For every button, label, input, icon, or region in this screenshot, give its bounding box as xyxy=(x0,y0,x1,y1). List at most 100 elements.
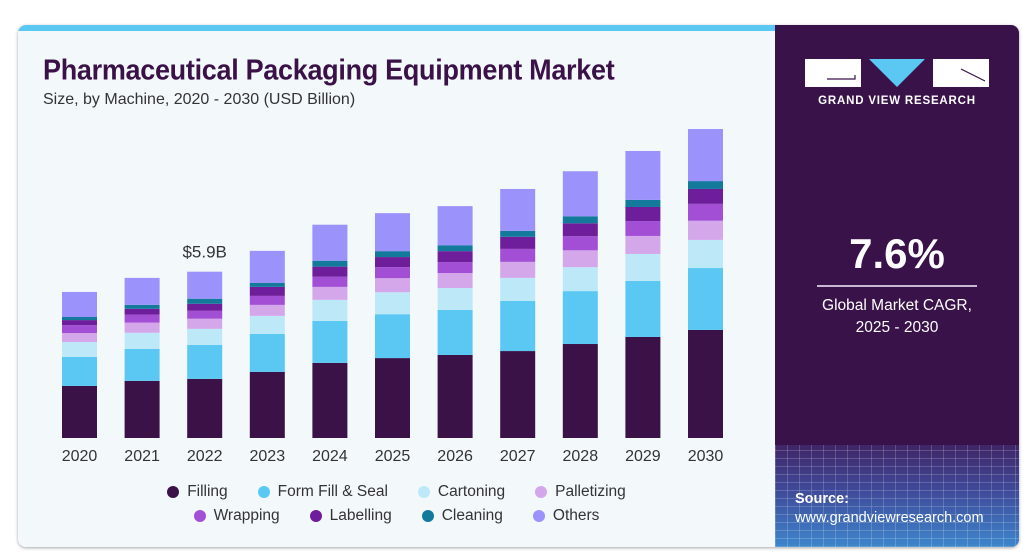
bar-segment-cleaning-2023 xyxy=(249,282,285,287)
legend-dot-icon xyxy=(421,510,434,522)
legend-item-labelling: Labelling xyxy=(309,507,392,525)
legend-dot-icon xyxy=(417,486,430,498)
chart-panel: Pharmaceutical Packaging Equipment Marke… xyxy=(18,25,775,547)
bar-segment-wrapping-2030 xyxy=(688,203,723,221)
bar-segment-labelling-2023 xyxy=(249,286,285,296)
bar-segment-form-fill-seal-2026 xyxy=(437,309,473,355)
bar-segment-cartoning-2029 xyxy=(625,253,661,281)
bar-segment-cartoning-2024 xyxy=(312,299,348,321)
bar-segment-wrapping-2023 xyxy=(249,295,285,305)
bar-segment-others-2020 xyxy=(62,291,97,317)
chart-title: Pharmaceutical Packaging Equipment Marke… xyxy=(43,54,615,86)
bar-segment-labelling-2022 xyxy=(187,303,223,311)
bar-2026 xyxy=(437,206,473,438)
bar-segment-cleaning-2025 xyxy=(375,251,410,258)
bar-segment-palletizing-2020 xyxy=(62,333,97,343)
stacked-bar-chart: 2020 2021 2022 $5.9B 2023 2024 2025 2026 2027 202… xyxy=(62,129,723,465)
bar-segment-wrapping-2022 xyxy=(187,310,223,319)
legend-label: Cleaning xyxy=(441,507,503,524)
bar-segment-others-2022 xyxy=(187,271,223,299)
accent-bar xyxy=(18,25,775,31)
bar-segment-labelling-2027 xyxy=(500,236,536,249)
bar-segment-labelling-2021 xyxy=(124,308,160,315)
bar-segment-wrapping-2020 xyxy=(62,325,97,334)
source-url[interactable]: www.grandviewresearch.com xyxy=(795,510,984,526)
legend-item-cleaning: Cleaning xyxy=(421,507,503,525)
bar-segment-others-2025 xyxy=(375,213,410,252)
bar-segment-filling-2022 xyxy=(187,378,223,438)
bar-segment-cleaning-2026 xyxy=(437,245,473,252)
bar-segment-filling-2030 xyxy=(688,329,723,438)
bar-segment-palletizing-2028 xyxy=(562,250,598,268)
legend-label: Others xyxy=(552,507,600,524)
bar-segment-cartoning-2020 xyxy=(62,342,97,357)
bar-segment-palletizing-2025 xyxy=(375,278,410,293)
bar-segment-labelling-2026 xyxy=(437,251,473,263)
bar-segment-cartoning-2030 xyxy=(688,239,723,269)
bar-2023 xyxy=(249,250,285,438)
source-label: Source: xyxy=(795,491,849,507)
x-tick-label: 2025 xyxy=(375,448,411,465)
bar-segment-form-fill-seal-2023 xyxy=(249,333,285,372)
bar-segment-cleaning-2029 xyxy=(625,199,661,207)
bar-segment-filling-2023 xyxy=(249,371,285,438)
bar-2021 xyxy=(124,277,160,438)
legend-dot-icon xyxy=(532,510,545,522)
bar-segment-palletizing-2023 xyxy=(249,304,285,316)
bar-segment-form-fill-seal-2028 xyxy=(562,291,598,345)
legend-item-wrapping: Wrapping xyxy=(193,507,280,525)
bar-2024 xyxy=(312,224,348,438)
bar-segment-cartoning-2021 xyxy=(124,332,160,349)
bar-segment-form-fill-seal-2029 xyxy=(625,280,661,337)
bar-2029 xyxy=(625,150,661,438)
bar-2028 xyxy=(562,171,598,438)
bar-segment-form-fill-seal-2020 xyxy=(62,356,97,386)
bar-segment-form-fill-seal-2021 xyxy=(124,348,160,381)
legend-label: Cartoning xyxy=(437,483,506,500)
bar-segment-filling-2027 xyxy=(500,351,536,438)
divider xyxy=(817,285,977,287)
bar-segment-palletizing-2022 xyxy=(187,318,223,329)
x-tick-label: 2024 xyxy=(312,448,348,465)
legend-label: Form Fill & Seal xyxy=(277,483,388,500)
bar-segment-others-2028 xyxy=(562,171,598,217)
bar-segment-cleaning-2027 xyxy=(500,230,536,237)
bar-segment-filling-2028 xyxy=(562,344,598,438)
bar-2025 xyxy=(375,213,410,438)
bar-segment-others-2024 xyxy=(312,224,348,261)
bar-segment-wrapping-2029 xyxy=(625,221,661,236)
x-tick-label: 2028 xyxy=(563,448,599,465)
bar-segment-palletizing-2030 xyxy=(688,220,723,240)
bar-segment-labelling-2025 xyxy=(375,257,410,268)
bar-segment-filling-2024 xyxy=(312,362,348,438)
bar-segment-others-2027 xyxy=(500,188,536,231)
bar-segment-others-2021 xyxy=(124,277,160,305)
cagr-label-line1: Global Market CAGR, xyxy=(822,297,972,314)
bar-segment-cartoning-2026 xyxy=(437,288,473,310)
x-tick-label: 2027 xyxy=(500,448,536,465)
bar-segment-filling-2020 xyxy=(62,385,97,438)
legend-dot-icon xyxy=(309,510,322,522)
x-tick-label: 2023 xyxy=(250,448,286,465)
legend-label: Filling xyxy=(187,483,228,500)
bar-segment-labelling-2029 xyxy=(625,206,661,222)
bar-segment-wrapping-2028 xyxy=(562,236,598,251)
bar-2027 xyxy=(500,188,536,438)
bar-segment-cleaning-2022 xyxy=(187,298,223,304)
brand-panel: GRAND VIEW RESEARCH 7.6% Global Market C… xyxy=(775,25,1019,547)
bar-segment-cleaning-2020 xyxy=(62,317,97,321)
legend-dot-icon xyxy=(257,486,270,498)
bar-segment-wrapping-2021 xyxy=(124,314,160,323)
legend-row-2: Wrapping Labelling Cleaning Others xyxy=(18,507,775,525)
x-tick-label: 2022 xyxy=(187,448,223,465)
x-tick-label: 2020 xyxy=(62,448,98,465)
x-tick-label: 2026 xyxy=(437,448,473,465)
x-tick-label: 2021 xyxy=(124,448,160,465)
bar-segment-labelling-2024 xyxy=(312,266,348,277)
legend-label: Labelling xyxy=(329,507,392,524)
bar-segment-labelling-2020 xyxy=(62,320,97,326)
bar-segment-cleaning-2028 xyxy=(562,216,598,224)
legend-item-palletizing: Palletizing xyxy=(535,483,626,501)
legend-label: Palletizing xyxy=(555,483,626,500)
bar-segment-cartoning-2022 xyxy=(187,328,223,345)
